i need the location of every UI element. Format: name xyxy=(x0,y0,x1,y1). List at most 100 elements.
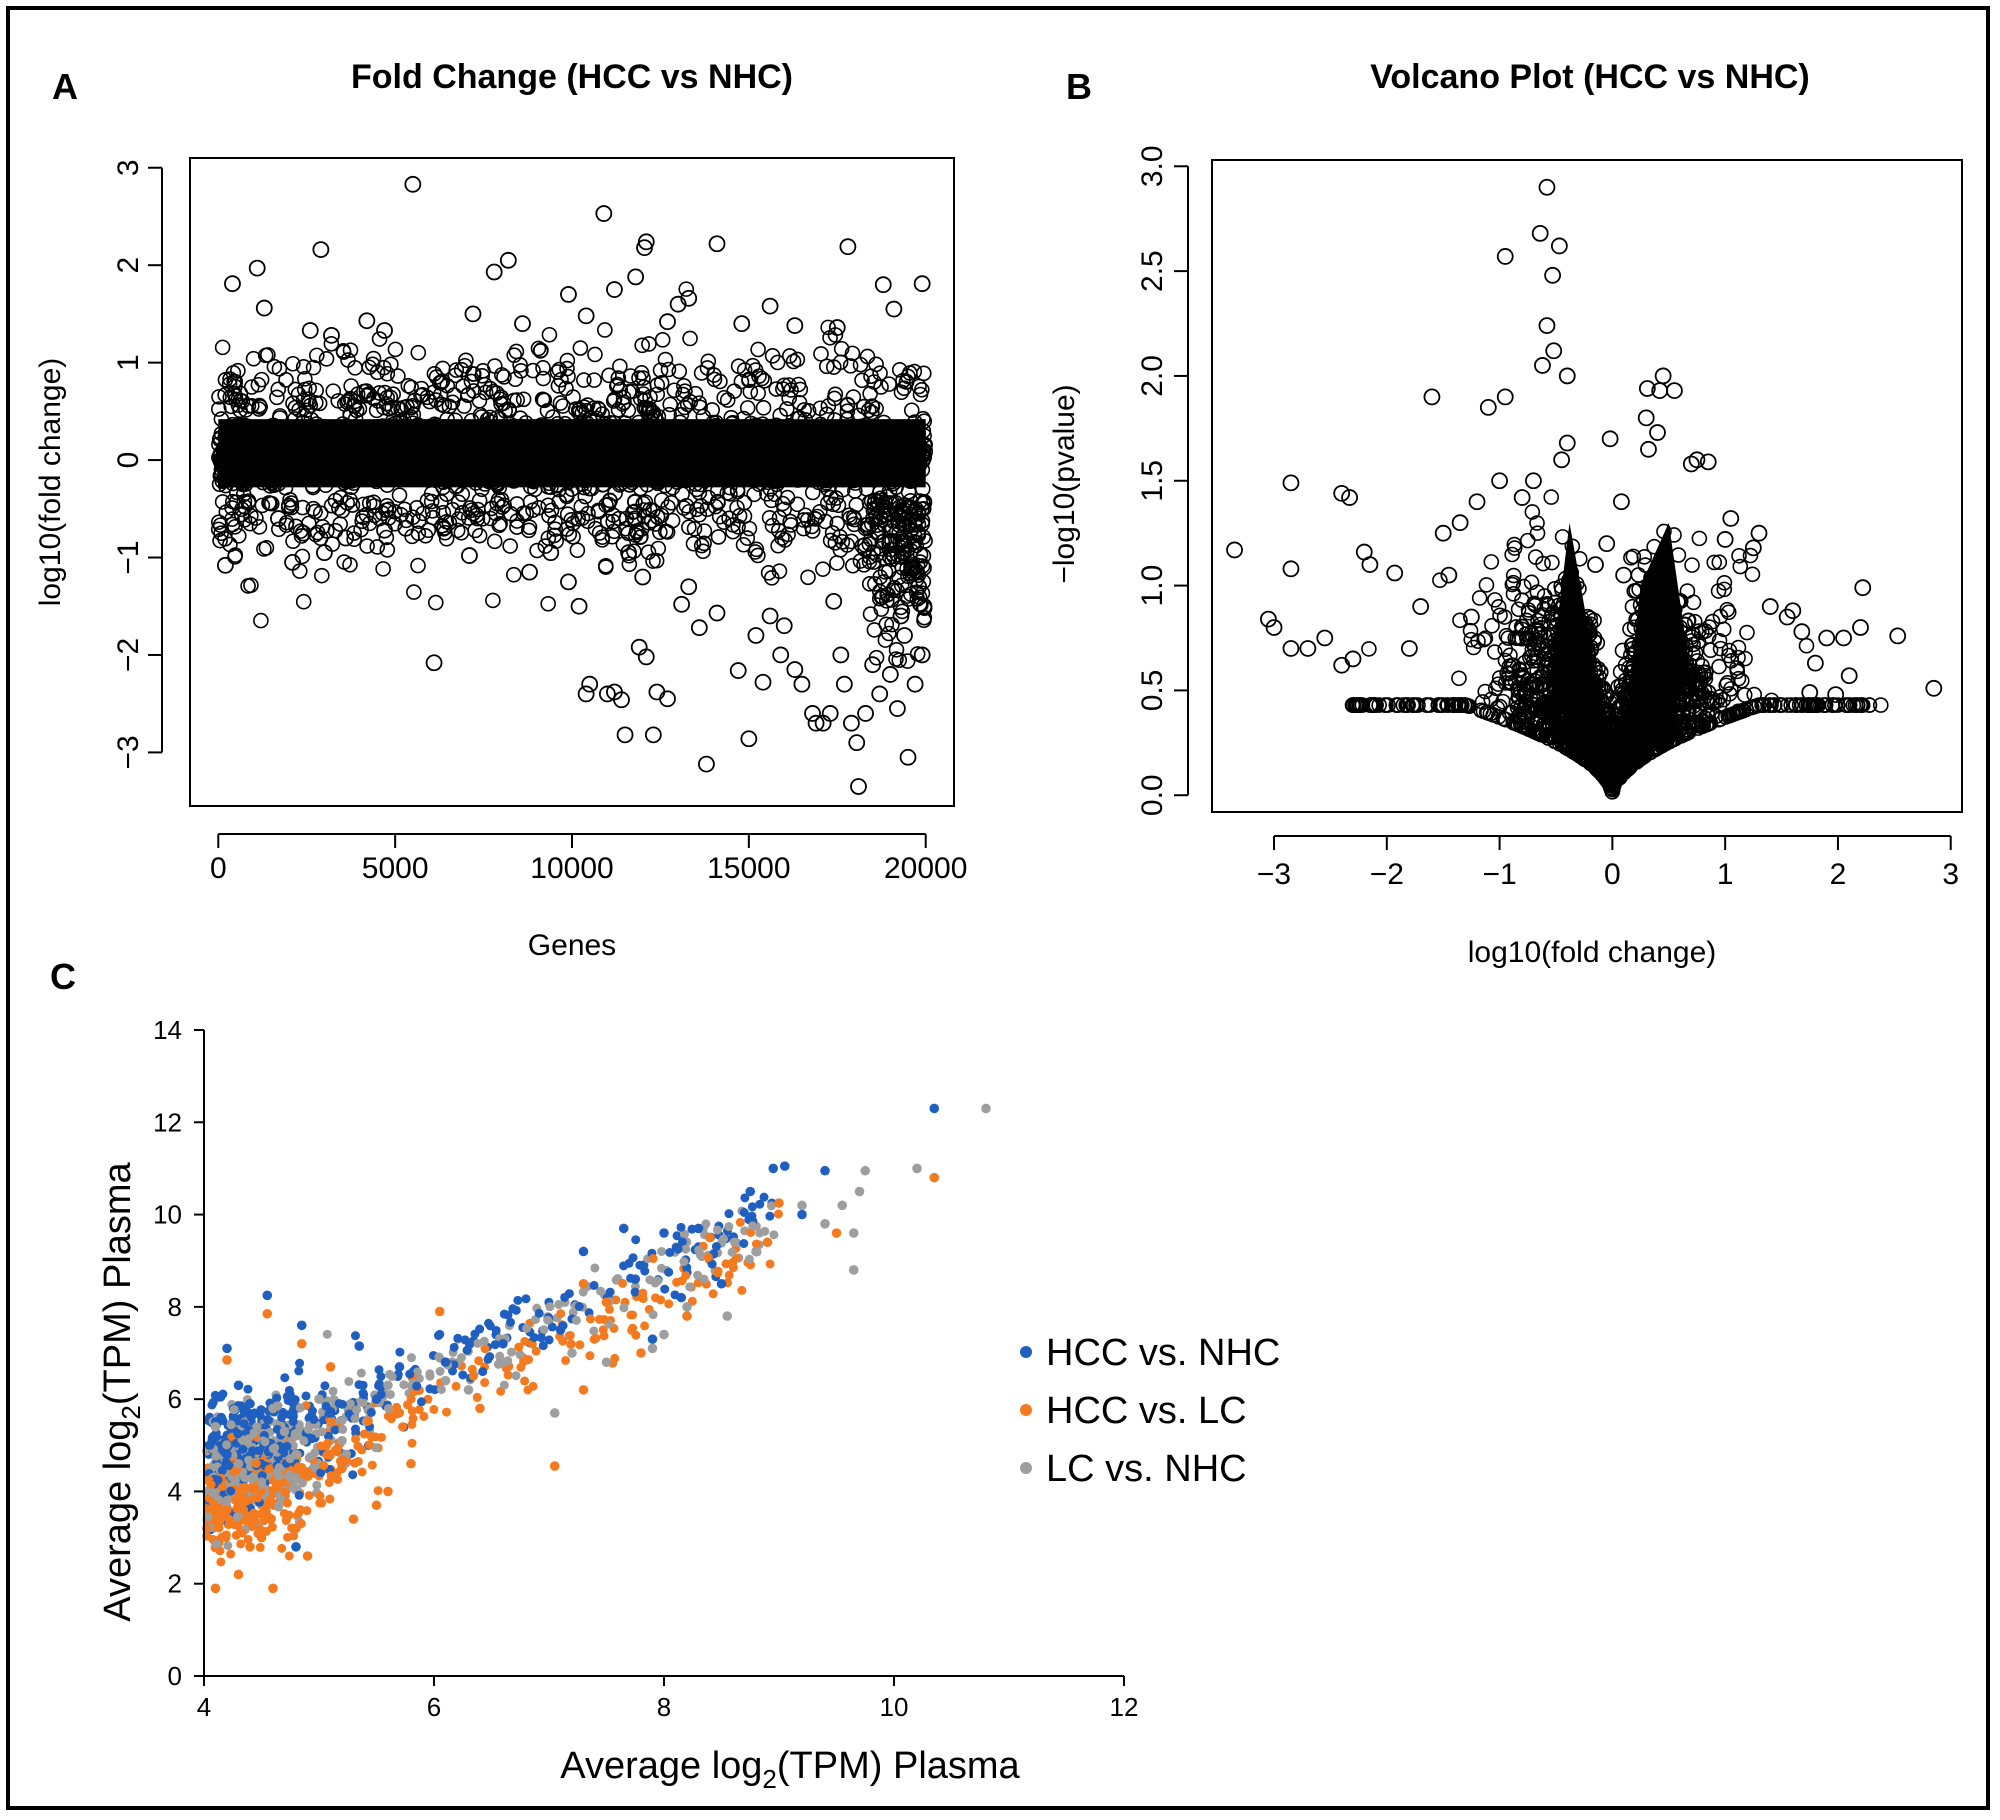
scatter-point xyxy=(755,400,772,416)
panel-b-chart: Volcano Plot (HCC vs NHC) −3 −2 −1 0 1 2 3 0.0… xyxy=(1048,58,1963,969)
panel-a-chart: Fold Change (HCC vs NHC) 0 5000 10000 15000… xyxy=(34,58,967,962)
panel-a-title: Fold Change (HCC vs NHC) xyxy=(351,58,793,96)
scatter-point xyxy=(535,360,551,376)
figure-frame xyxy=(6,6,1990,1810)
scatter-point xyxy=(552,395,569,411)
scatter-point xyxy=(597,322,613,338)
data-point xyxy=(775,617,793,635)
cloud-point xyxy=(1636,549,1653,565)
scatter-point xyxy=(342,492,358,508)
data-point xyxy=(835,675,853,693)
data-point xyxy=(323,326,340,344)
data-point xyxy=(560,573,577,591)
scatter-point xyxy=(559,352,576,369)
scatter-point xyxy=(587,346,603,363)
data-point xyxy=(881,666,899,683)
data-point xyxy=(577,685,595,703)
scatter-point xyxy=(453,524,470,541)
data-point xyxy=(644,726,662,744)
scatter-point xyxy=(253,612,269,629)
scatter-point xyxy=(682,330,698,347)
data-point xyxy=(337,529,355,547)
y-tick-label: 1 xyxy=(112,354,145,371)
data-point xyxy=(885,300,903,318)
scatter-point xyxy=(506,566,522,583)
scatter-point xyxy=(662,396,678,413)
data-point xyxy=(255,299,273,317)
data-point xyxy=(848,734,866,752)
scatter-point xyxy=(371,331,388,347)
cloud-point xyxy=(1462,622,1479,639)
data-point xyxy=(627,268,645,286)
data-point xyxy=(312,241,330,258)
data-point xyxy=(906,675,924,693)
data-point xyxy=(889,700,906,717)
scatter-point xyxy=(576,372,592,388)
data-point xyxy=(747,627,765,644)
scatter-point xyxy=(486,358,503,374)
data-point xyxy=(899,748,917,766)
data-point xyxy=(358,312,376,330)
data-point xyxy=(857,705,874,722)
panel-a-y-label: log10(fold change) xyxy=(34,358,67,607)
scatter-point xyxy=(529,542,545,559)
panel-letter-b: B xyxy=(1066,66,1092,107)
cloud-point xyxy=(1691,530,1708,547)
data-point xyxy=(850,778,867,795)
cloud-point xyxy=(1736,687,1753,703)
x-tick-label: 5000 xyxy=(362,852,429,885)
data-point xyxy=(839,238,857,256)
scatter-point xyxy=(572,340,589,356)
scatter-point xyxy=(789,496,806,513)
scatter-point xyxy=(671,363,688,380)
scatter-point xyxy=(868,356,884,373)
data-point xyxy=(761,607,779,625)
data-point xyxy=(690,619,708,637)
data-point xyxy=(825,592,843,610)
scatter-point xyxy=(278,372,294,388)
scatter-point xyxy=(508,343,525,360)
data-point xyxy=(708,235,726,253)
data-point xyxy=(485,263,503,281)
scatter-point xyxy=(406,584,422,600)
data-point xyxy=(521,563,538,581)
scatter-point xyxy=(829,555,845,571)
y-tick-label: −3 xyxy=(112,735,145,769)
scatter-point xyxy=(815,561,831,577)
data-point xyxy=(224,275,241,293)
panel-a-dense-band xyxy=(210,281,934,669)
scatter-point xyxy=(654,332,671,348)
panel-a-plot-box xyxy=(189,157,955,807)
data-point xyxy=(786,661,804,678)
data-point xyxy=(761,297,779,315)
cloud-point xyxy=(1732,558,1749,575)
scatter-point xyxy=(710,529,727,545)
data-point xyxy=(461,547,478,564)
scatter-point xyxy=(502,538,518,554)
data-point xyxy=(616,726,634,744)
data-point xyxy=(754,673,772,691)
cloud-point xyxy=(1519,532,1536,549)
y-tick-label: −1 xyxy=(112,540,145,574)
data-point xyxy=(581,675,599,693)
data-point xyxy=(425,654,443,672)
scatter-point xyxy=(309,347,325,364)
data-point xyxy=(301,322,319,339)
data-point xyxy=(729,662,747,679)
data-point xyxy=(514,315,531,333)
scatter-point xyxy=(214,339,231,356)
y-tick-label: 3 xyxy=(112,159,145,176)
scatter-point xyxy=(375,561,391,577)
scatter-point xyxy=(569,542,586,559)
x-tick-label: 15000 xyxy=(707,852,790,885)
scatter-point xyxy=(685,535,702,552)
panel-a-x-axis: 0 5000 10000 15000 20000 xyxy=(210,833,967,885)
scatter-point xyxy=(410,344,427,361)
x-tick-label: 10000 xyxy=(530,852,613,885)
data-point xyxy=(570,597,588,615)
cloud-point xyxy=(1744,566,1761,583)
scatter-point xyxy=(541,326,558,343)
scatter-point xyxy=(915,365,932,382)
data-point xyxy=(786,317,804,335)
panel-letter-c: C xyxy=(50,956,76,997)
